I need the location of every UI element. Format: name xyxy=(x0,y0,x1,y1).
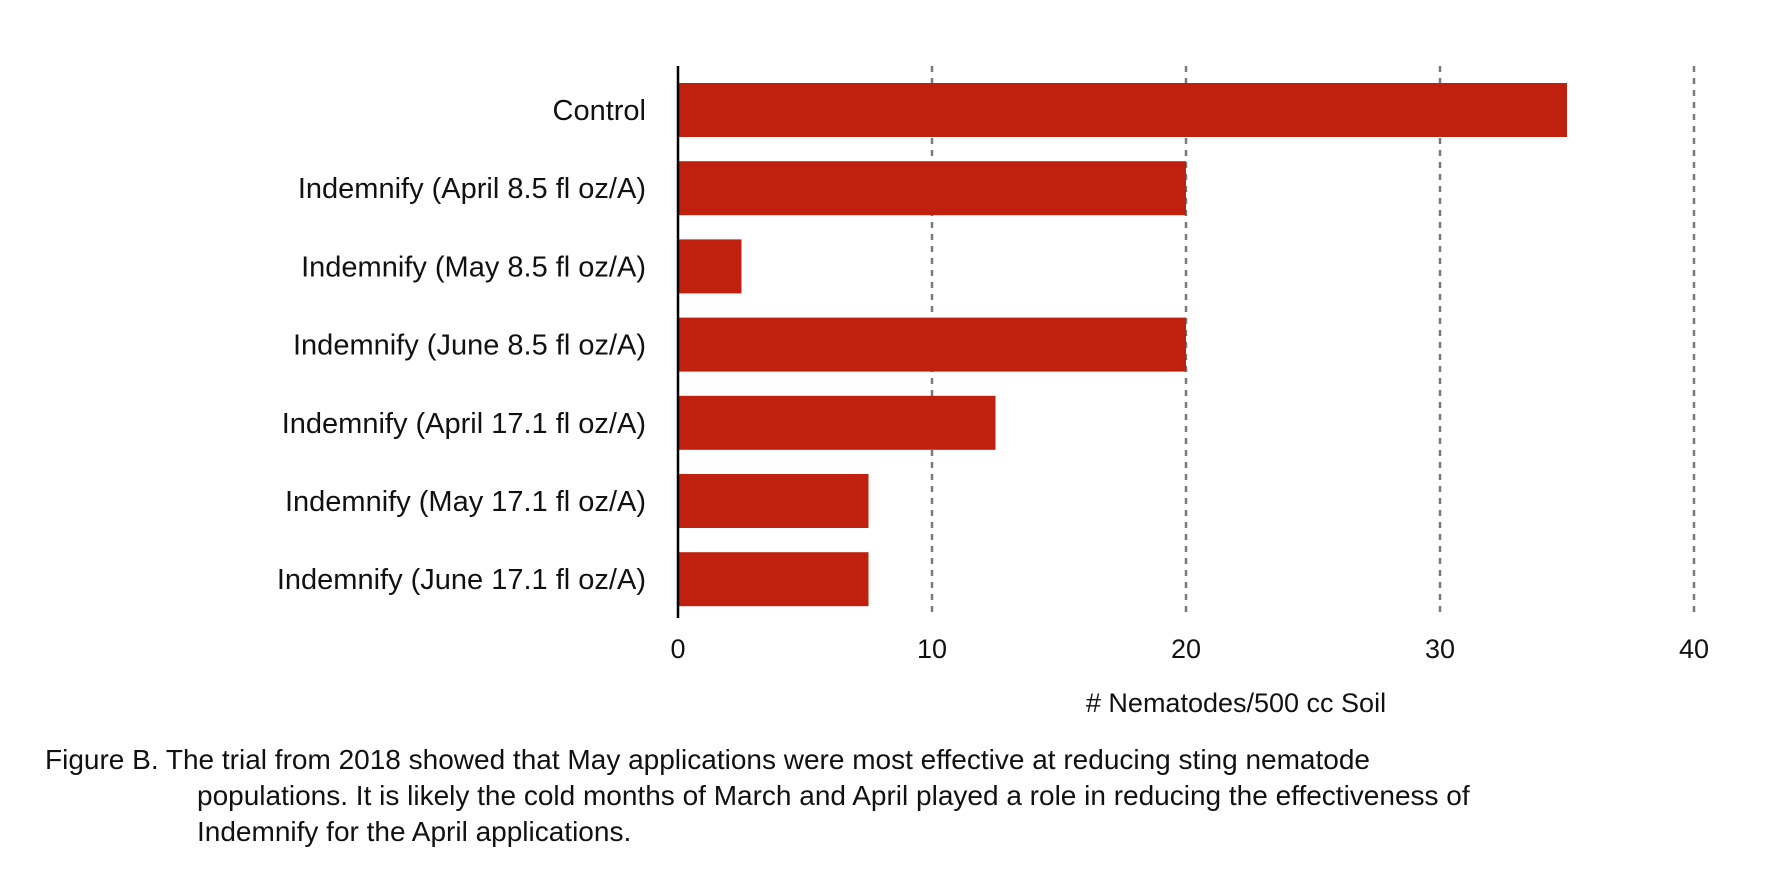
category-labels: Control Indemnify (April 8.5 fl oz/A) Inde… xyxy=(277,95,646,596)
bar xyxy=(678,552,869,607)
x-tick-label: 30 xyxy=(1425,634,1455,664)
bar xyxy=(678,317,1186,372)
bar xyxy=(678,239,742,294)
bar xyxy=(678,161,1186,216)
caption-line: populations. It is likely the cold month… xyxy=(197,780,1470,811)
category-label: Indemnify (May 17.1 fl oz/A) xyxy=(285,486,646,518)
x-tick-label: 0 xyxy=(670,634,685,664)
category-label: Indemnify (April 17.1 fl oz/A) xyxy=(282,408,646,440)
category-label: Control xyxy=(553,95,647,127)
category-label: Indemnify (June 17.1 fl oz/A) xyxy=(277,564,646,596)
figure-caption: Figure B. The trial from 2018 showed tha… xyxy=(45,742,1725,850)
category-label: Indemnify (April 8.5 fl oz/A) xyxy=(298,173,646,205)
bar xyxy=(678,395,996,450)
category-label: Indemnify (June 8.5 fl oz/A) xyxy=(293,330,646,362)
x-tick-label: 10 xyxy=(917,634,947,664)
category-label: Indemnify (May 8.5 fl oz/A) xyxy=(301,251,646,283)
bar xyxy=(678,83,1567,137)
x-tick-labels: 0 10 20 30 40 xyxy=(670,634,1709,664)
caption-line: Indemnify for the April applications. xyxy=(197,816,632,847)
bars xyxy=(678,83,1567,607)
x-tick-label: 20 xyxy=(1171,634,1201,664)
x-axis-title: # Nematodes/500 cc Soil xyxy=(1086,688,1386,718)
caption-line: Figure B. The trial from 2018 showed tha… xyxy=(45,744,1370,775)
bar xyxy=(678,474,869,528)
x-tick-label: 40 xyxy=(1679,634,1709,664)
